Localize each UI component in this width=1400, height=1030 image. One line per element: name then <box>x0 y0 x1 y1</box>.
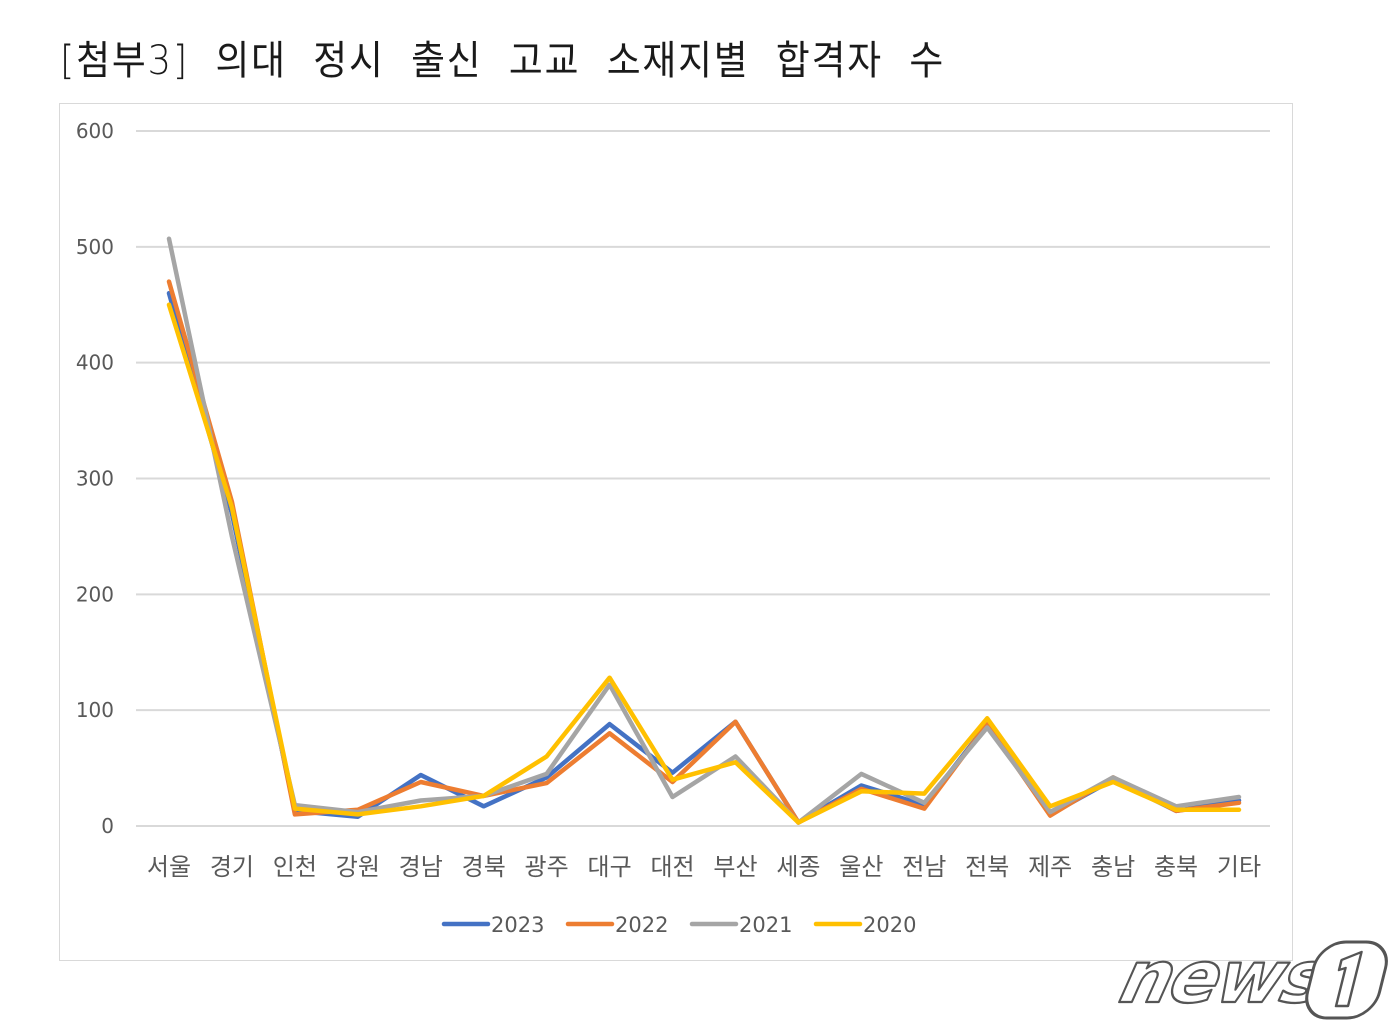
legend-item-2021: 2021 <box>689 913 792 937</box>
x-tick-label: 기타 <box>1217 853 1261 881</box>
news-wordmark: news <box>1113 936 1335 1020</box>
x-tick-label: 대전 <box>650 853 694 881</box>
legend-item-2023: 2023 <box>441 913 544 937</box>
x-tick-label: 광주 <box>525 853 569 881</box>
x-tick-label: 경기 <box>210 853 254 881</box>
y-tick-label: 600 <box>76 119 114 143</box>
y-tick-label: 0 <box>101 814 114 838</box>
x-tick-label: 전남 <box>902 853 946 881</box>
legend: 2023 2022 2021 2020 <box>441 913 916 937</box>
y-tick-label: 200 <box>76 582 114 606</box>
legend-label: 2020 <box>863 913 916 937</box>
x-tick-label: 부산 <box>713 853 757 881</box>
legend-label: 2023 <box>491 913 544 937</box>
x-tick-label: 울산 <box>839 853 883 881</box>
x-tick-label: 인천 <box>273 853 317 881</box>
x-tick-label: 제주 <box>1028 853 1072 881</box>
y-tick-label: 300 <box>76 467 114 491</box>
x-axis-labels: 서울 경기 인천 강원 경남 경북 광주 대구 대전 부산 세종 울산 전남 전북 제주 충남 충북 기타 <box>147 853 1261 881</box>
x-tick-label: 대구 <box>588 853 632 881</box>
x-tick-label: 서울 <box>147 853 191 881</box>
legend-item-2022: 2022 <box>565 913 668 937</box>
x-tick-label: 충남 <box>1091 853 1135 881</box>
data-series <box>166 236 1242 825</box>
chart-area: 0 100 200 300 400 500 600 서울 경기 인천 강원 경남 경북 광주 대구 대전 부산… <box>59 103 1293 961</box>
y-axis-labels: 0 100 200 300 400 500 600 <box>76 119 114 838</box>
news1-logo: news <box>1112 935 1388 1021</box>
legend-label: 2022 <box>615 913 668 937</box>
line-chart: 0 100 200 300 400 500 600 서울 경기 인천 강원 경남 경북 광주 대구 대전 부산… <box>76 119 1270 937</box>
page-title: [첨부3] 의대 정시 출신 고교 소재지별 합격자 수 <box>60 38 946 84</box>
series-line-2023 <box>166 290 1242 825</box>
y-tick-label: 100 <box>76 698 114 722</box>
x-tick-label: 경남 <box>399 853 443 881</box>
series-line-2020 <box>166 302 1242 825</box>
legend-item-2020: 2020 <box>813 913 916 937</box>
x-tick-label: 강원 <box>336 853 380 881</box>
y-tick-label: 500 <box>76 235 114 259</box>
x-tick-label: 전북 <box>965 853 1009 881</box>
series-line-2021 <box>166 236 1242 825</box>
x-tick-label: 충북 <box>1154 853 1198 881</box>
y-tick-label: 400 <box>76 351 114 375</box>
x-tick-label: 세종 <box>776 853 820 881</box>
x-tick-label: 경북 <box>462 853 506 881</box>
legend-label: 2021 <box>739 913 792 937</box>
gridlines <box>136 130 1270 827</box>
